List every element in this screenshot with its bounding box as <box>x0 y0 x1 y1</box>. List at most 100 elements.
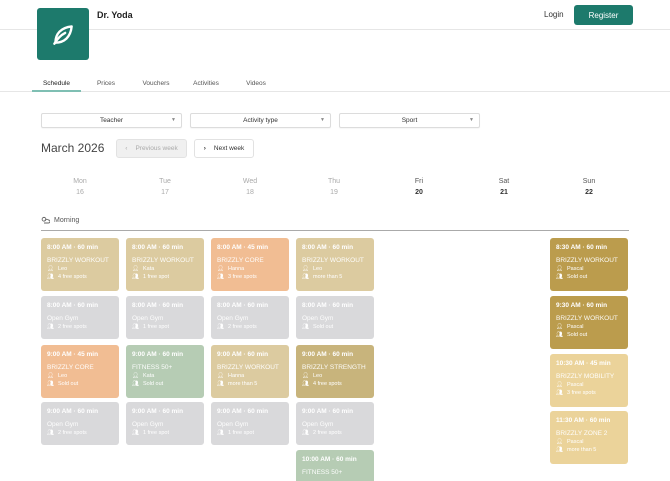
class-title: Open Gym <box>302 421 334 428</box>
login-link[interactable]: Login <box>544 10 564 19</box>
person-icon: 👤︎ <box>132 373 139 379</box>
class-card[interactable]: 8:00 AM · 60 min BRIZZLY WORKOUT 👤︎ Kata … <box>126 238 204 291</box>
class-title: Open Gym <box>302 315 334 322</box>
class-spots: Sold out <box>142 381 164 387</box>
sport-filter[interactable]: Sport ▼ <box>339 113 480 128</box>
person-icon: 👤︎ <box>302 373 309 379</box>
class-card[interactable]: 9:00 AM · 60 min Open Gym 👥︎ 2 free spots <box>296 402 374 445</box>
person-icon: 👤︎ <box>302 266 309 272</box>
class-teacher: Pascal <box>566 266 584 272</box>
class-spots: Sold out <box>312 324 334 330</box>
person-icon: 👤︎ <box>556 439 563 445</box>
group-icon: 👥︎ <box>302 324 309 330</box>
class-card[interactable]: 9:00 AM · 60 min BRIZZLY STRENGTH 👤︎ Leo … <box>296 345 374 398</box>
group-icon: 👥︎ <box>217 324 224 330</box>
tab-activities[interactable]: Activities <box>193 80 219 87</box>
class-time: 9:00 AM · 60 min <box>217 351 269 358</box>
chevron-down-icon: ▼ <box>320 117 325 123</box>
day-number: 18 <box>246 189 254 196</box>
class-title: FITNESS 50+ <box>132 364 173 371</box>
class-title: Open Gym <box>47 421 79 428</box>
next-week-button[interactable]: › Next week <box>194 139 254 158</box>
sport-filter-label: Sport <box>401 117 418 124</box>
class-card[interactable]: 9:00 AM · 60 min Open Gym 👥︎ 2 free spots <box>41 402 119 445</box>
class-card[interactable]: 9:00 AM · 60 min Open Gym 👥︎ 1 free spot <box>126 402 204 445</box>
person-icon: 👤︎ <box>47 373 54 379</box>
class-title: FITNESS 50+ <box>302 469 343 476</box>
register-button[interactable]: Register <box>574 5 633 25</box>
class-card[interactable]: 11:30 AM · 60 min BRIZZLY ZONE 2 👤︎ Pasca… <box>550 411 628 464</box>
class-card[interactable]: 8:00 AM · 60 min Open Gym 👥︎ 2 free spots <box>41 296 119 339</box>
day-name: Mon <box>73 178 87 185</box>
group-icon: 👥︎ <box>47 324 54 330</box>
class-card[interactable]: 8:00 AM · 60 min BRIZZLY WORKOUT 👤︎ Leo 👥… <box>41 238 119 291</box>
person-icon: 👤︎ <box>217 266 224 272</box>
class-card[interactable]: 10:30 AM · 45 min BRIZZLY MOBILITY 👤︎ Pas… <box>550 354 628 407</box>
class-card[interactable]: 9:30 AM · 60 min BRIZZLY WORKOUT 👤︎ Pasca… <box>550 296 628 349</box>
class-spots: 1 free spot <box>142 274 169 280</box>
activity-type-filter-label: Activity type <box>243 117 278 124</box>
class-title: Open Gym <box>217 315 249 322</box>
group-icon: 👥︎ <box>217 430 224 436</box>
class-spots: Sold out <box>57 381 79 387</box>
day-name: Tue <box>159 178 171 185</box>
person-icon: 👤︎ <box>132 266 139 272</box>
chevron-down-icon: ▼ <box>171 117 176 123</box>
class-spots: more than 5 <box>312 274 343 280</box>
class-title: BRIZZLY WORKOUT <box>47 257 109 264</box>
group-icon: 👥︎ <box>556 274 563 280</box>
group-icon: 👥︎ <box>556 447 563 453</box>
tab-schedule[interactable]: Schedule <box>32 76 81 92</box>
person-icon: 👤︎ <box>217 373 224 379</box>
class-time: 8:00 AM · 60 min <box>302 302 354 309</box>
class-card[interactable]: 8:00 AM · 60 min Open Gym 👥︎ 2 free spots <box>211 296 289 339</box>
tab-videos[interactable]: Videos <box>246 80 266 87</box>
class-card[interactable]: 8:00 AM · 60 min BRIZZLY WORKOUT 👤︎ Leo 👥… <box>296 238 374 291</box>
sun-cloud-icon <box>41 216 50 224</box>
logo[interactable] <box>37 8 89 60</box>
day-number: 21 <box>500 189 508 196</box>
class-time: 8:30 AM · 60 min <box>556 244 608 251</box>
section-label: Morning <box>54 216 80 224</box>
class-card[interactable]: 9:00 AM · 60 min FITNESS 50+ 👤︎ Kata 👥︎ So… <box>126 345 204 398</box>
class-card[interactable]: 8:00 AM · 60 min Open Gym 👥︎ 1 free spot <box>126 296 204 339</box>
class-time: 9:00 AM · 45 min <box>47 351 99 358</box>
tab-prices[interactable]: Prices <box>96 80 116 87</box>
activity-type-filter[interactable]: Activity type ▼ <box>190 113 331 128</box>
class-teacher: Leo <box>312 266 323 272</box>
class-card[interactable]: 8:30 AM · 60 min BRIZZLY WORKOUT 👤︎ Pasca… <box>550 238 628 291</box>
class-teacher: Leo <box>312 373 323 379</box>
next-week-label: Next week <box>213 145 245 152</box>
class-card[interactable]: 10:00 AM · 60 min FITNESS 50+ <box>296 450 374 481</box>
class-teacher: Hanna <box>227 266 245 272</box>
class-card[interactable]: 9:00 AM · 60 min BRIZZLY WORKOUT 👤︎ Hanna… <box>211 345 289 398</box>
class-time: 8:00 AM · 60 min <box>47 302 99 309</box>
person-icon: 👤︎ <box>556 382 563 388</box>
teacher-filter[interactable]: Teacher ▼ <box>41 113 182 128</box>
day-name: Thu <box>327 178 341 185</box>
day-number: 16 <box>76 189 84 196</box>
class-card[interactable]: 9:00 AM · 45 min BRIZZLY CORE 👤︎ Leo 👥︎ So… <box>41 345 119 398</box>
class-spots: 2 free spots <box>227 324 257 330</box>
group-icon: 👥︎ <box>302 430 309 436</box>
class-time: 9:00 AM · 60 min <box>302 351 354 358</box>
section-divider <box>41 230 629 231</box>
class-title: Open Gym <box>132 421 164 428</box>
tab-vouchers[interactable]: Vouchers <box>142 80 170 87</box>
class-time: 8:00 AM · 60 min <box>132 244 184 251</box>
day-name: Sun <box>582 178 596 185</box>
class-time: 9:00 AM · 60 min <box>217 408 269 415</box>
class-card[interactable]: 8:00 AM · 60 min Open Gym 👥︎ Sold out <box>296 296 374 339</box>
group-icon: 👥︎ <box>302 381 309 387</box>
day-number: 17 <box>161 189 169 196</box>
class-teacher: Leo <box>57 266 68 272</box>
class-title: BRIZZLY MOBILITY <box>556 373 615 380</box>
group-icon: 👥︎ <box>132 430 139 436</box>
previous-week-button[interactable]: ‹ Previous week <box>116 139 187 158</box>
class-title: BRIZZLY STRENGTH <box>302 364 366 371</box>
person-icon: 👤︎ <box>47 266 54 272</box>
class-card[interactable]: 9:00 AM · 60 min Open Gym 👥︎ 1 free spot <box>211 402 289 445</box>
class-card[interactable]: 8:00 AM · 45 min BRIZZLY CORE 👤︎ Hanna 👥︎… <box>211 238 289 291</box>
day-header-sun: Sun 22 <box>559 176 619 198</box>
group-icon: 👥︎ <box>132 381 139 387</box>
